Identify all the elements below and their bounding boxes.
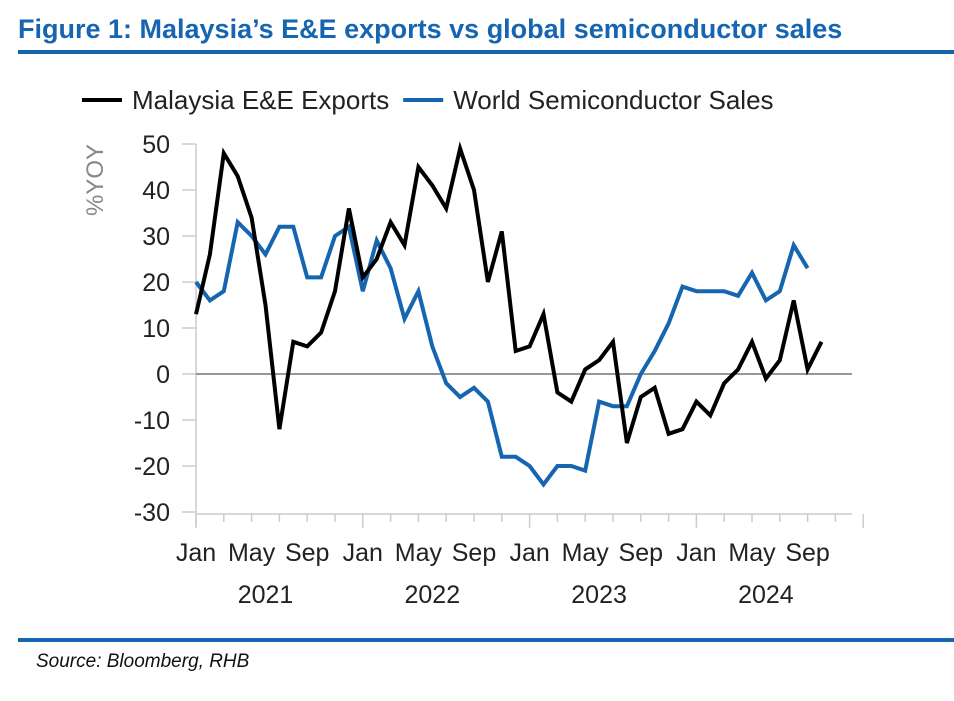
y-tick-label: -10 (134, 407, 170, 435)
legend-label: World Semiconductor Sales (453, 85, 773, 115)
x-tick-label: Jan (509, 539, 549, 567)
x-year-label: 2022 (404, 581, 460, 609)
x-tick-label: Sep (285, 539, 329, 567)
x-tick-label: Jan (676, 539, 716, 567)
x-year-label: 2023 (571, 581, 627, 609)
x-tick-label: May (562, 539, 610, 567)
x-year-label: 2021 (238, 581, 294, 609)
title-rule (18, 50, 954, 54)
y-tick-label: 0 (156, 361, 170, 389)
x-tick-label: Sep (785, 539, 829, 567)
y-tick-label: 30 (142, 223, 170, 251)
footer-rule (18, 638, 954, 642)
legend-label: Malaysia E&E Exports (132, 85, 389, 115)
source-note: Source: Bloomberg, RHB (36, 651, 250, 672)
x-tick-label: Sep (619, 539, 663, 567)
x-tick-label: Sep (452, 539, 496, 567)
y-tick-label: -20 (134, 453, 170, 481)
series-line-malaysia-e-e-exports (194, 141, 824, 444)
series-line-world-semiconductor-sales (194, 218, 810, 488)
y-tick-label: 10 (142, 315, 170, 343)
x-tick-label: May (228, 539, 276, 567)
y-tick-label: 50 (142, 131, 170, 159)
y-tick-label: -30 (134, 499, 170, 527)
y-tick-label: 40 (142, 177, 170, 205)
x-tick-label: Jan (176, 539, 216, 567)
x-year-label: 2024 (738, 581, 794, 609)
y-tick-label: 20 (142, 269, 170, 297)
x-tick-label: May (728, 539, 776, 567)
x-tick-label: May (395, 539, 443, 567)
figure-title: Figure 1: Malaysia’s E&E exports vs glob… (18, 14, 843, 44)
y-axis-label: %YOY (82, 144, 109, 216)
x-tick-label: Jan (343, 539, 383, 567)
